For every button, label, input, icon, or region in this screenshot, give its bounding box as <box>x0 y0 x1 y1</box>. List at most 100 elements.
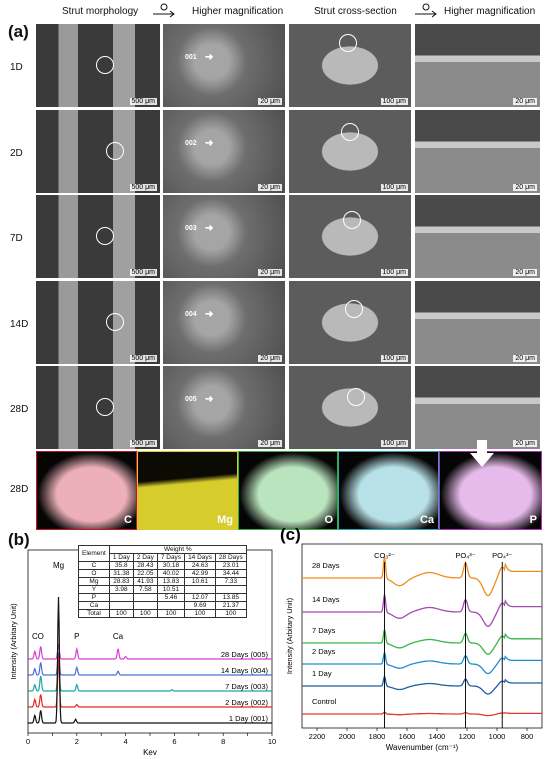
arrow-icon-2 <box>415 3 437 18</box>
series-line <box>28 643 272 660</box>
peak-label: C <box>32 632 38 641</box>
region-marker-circle <box>106 142 124 160</box>
scale-bar-label: 100 μm <box>380 269 408 276</box>
header-strut-cross-section: Strut cross-section <box>314 6 397 17</box>
series-label: 28 Days (005) <box>221 650 269 659</box>
eds-row-label: 28D <box>10 484 29 495</box>
table-cell: 100 <box>108 609 134 618</box>
scale-bar-label: 20 μm <box>513 440 537 447</box>
table-cell: 42.99 <box>184 569 216 578</box>
x-tick-label: 2 <box>75 737 79 746</box>
sem-micrograph: 500 μm <box>36 110 160 193</box>
table-cell: 7.58 <box>132 585 158 594</box>
region-marker-circle <box>341 123 359 141</box>
region-marker-circle <box>339 34 357 52</box>
eds-element-label: C <box>124 514 132 526</box>
x-tick-label: 4 <box>124 737 128 746</box>
scale-bar-label: 100 μm <box>380 98 408 105</box>
x-tick-label: 1800 <box>369 732 386 741</box>
table-row: Y 3.98 7.58 10.51 <box>78 585 247 594</box>
reference-line-label: PO₄³⁻ <box>492 551 512 560</box>
table-row: Total 100 100 100 100 100 <box>78 609 247 618</box>
table-cell: 35.8 <box>108 561 134 570</box>
header-strut-morphology: Strut morphology <box>62 6 139 17</box>
scale-bar-label: 20 μm <box>258 98 282 105</box>
sem-micrograph: 500 μm <box>36 281 160 364</box>
panel-a-letter: (a) <box>8 22 29 41</box>
table-cell: 9.69 <box>184 601 216 610</box>
table-cell: 23.01 <box>214 561 247 570</box>
table-cell: Mg <box>78 577 110 586</box>
marker-arrow-icon: ➜ <box>205 309 214 320</box>
table-cell: Ca <box>78 601 110 610</box>
table-header-cell: 1 Day <box>108 553 134 562</box>
scale-bar-label: 20 μm <box>513 269 537 276</box>
x-tick-label: 1600 <box>399 732 416 741</box>
peak-label: Ca <box>113 632 124 641</box>
sem-micrograph: 100 μm <box>289 366 411 449</box>
sem-micrograph: 500 μm <box>36 24 160 107</box>
series-line <box>302 711 542 717</box>
sem-micrograph: 20 μm <box>415 24 540 107</box>
scale-bar-label: 100 μm <box>380 184 408 191</box>
eds-map-mg: Mg <box>137 451 238 530</box>
scale-bar-label: 20 μm <box>258 355 282 362</box>
sem-micrograph: 100 μm <box>289 195 411 278</box>
table-cell: 100 <box>156 609 186 618</box>
arrow-icon-1 <box>153 3 175 18</box>
table-cell: 24.63 <box>184 561 216 570</box>
series-label: 7 Days <box>312 626 336 635</box>
x-tick-label: 800 <box>521 732 534 741</box>
table-row: C 35.8 28.43 30.18 24.63 23.01 <box>78 561 247 570</box>
sem-micrograph: 100 μm <box>289 110 411 193</box>
table-cell <box>156 601 186 610</box>
x-tick-label: 0 <box>26 737 30 746</box>
sem-micrograph: 100 μm <box>289 281 411 364</box>
scale-bar-label: 20 μm <box>513 355 537 362</box>
scale-bar-label: 20 μm <box>258 184 282 191</box>
series-label: 14 Days <box>312 595 340 604</box>
eds-element-label: O <box>324 514 333 526</box>
region-marker-circle <box>96 398 114 416</box>
table-cell <box>108 601 134 610</box>
header-higher-mag-2: Higher magnification <box>444 6 536 17</box>
sem-micrograph: 20 μm <box>415 110 540 193</box>
series-line <box>28 656 272 708</box>
sem-micrograph: 20 μm 003 ➜ <box>163 195 285 278</box>
row-label: 1D <box>10 62 23 73</box>
series-label: 1 Day <box>312 669 332 678</box>
x-tick-label: 1000 <box>489 732 506 741</box>
peak-label: Mg <box>53 561 64 570</box>
row-label: 2D <box>10 148 23 159</box>
table-header-cell: 7 Days <box>156 553 186 562</box>
eds-element-label: Ca <box>419 514 434 526</box>
table-cell: 13.85 <box>214 593 247 602</box>
peak-label: O <box>38 632 44 641</box>
y-axis-label: Intensity (Arbitary Unit) <box>285 597 294 674</box>
table-row: O 31.38 22.05 40.02 42.99 34.44 <box>78 569 247 578</box>
table-cell: 21.37 <box>214 601 247 610</box>
table-cell: 10.61 <box>184 577 216 586</box>
scale-bar-label: 20 μm <box>258 440 282 447</box>
sem-micrograph: 20 μm <box>415 195 540 278</box>
spot-marker-label: 003 <box>185 225 197 232</box>
marker-arrow-icon: ➜ <box>205 52 214 63</box>
table-group-header: Weight % <box>108 545 247 554</box>
series-line <box>302 674 542 695</box>
series-label: 7 Days (003) <box>225 682 268 691</box>
spot-marker-label: 002 <box>185 140 197 147</box>
table-cell: 10.51 <box>156 585 186 594</box>
marker-arrow-icon: ➜ <box>205 394 214 405</box>
eds-element-label: Mg <box>217 514 233 526</box>
x-tick-label: 8 <box>221 737 225 746</box>
table-row: Ca 9.69 21.37 <box>78 601 247 610</box>
sem-micrograph: 20 μm <box>415 366 540 449</box>
table-cell: 40.02 <box>156 569 186 578</box>
table-cell <box>132 601 158 610</box>
sem-micrograph: 20 μm <box>415 281 540 364</box>
series-label: 14 Days (004) <box>221 666 269 675</box>
scale-bar-label: 20 μm <box>258 269 282 276</box>
sem-micrograph: 100 μm <box>289 24 411 107</box>
panel-c-letter: (c) <box>280 528 301 544</box>
peak-label: P <box>74 632 79 641</box>
